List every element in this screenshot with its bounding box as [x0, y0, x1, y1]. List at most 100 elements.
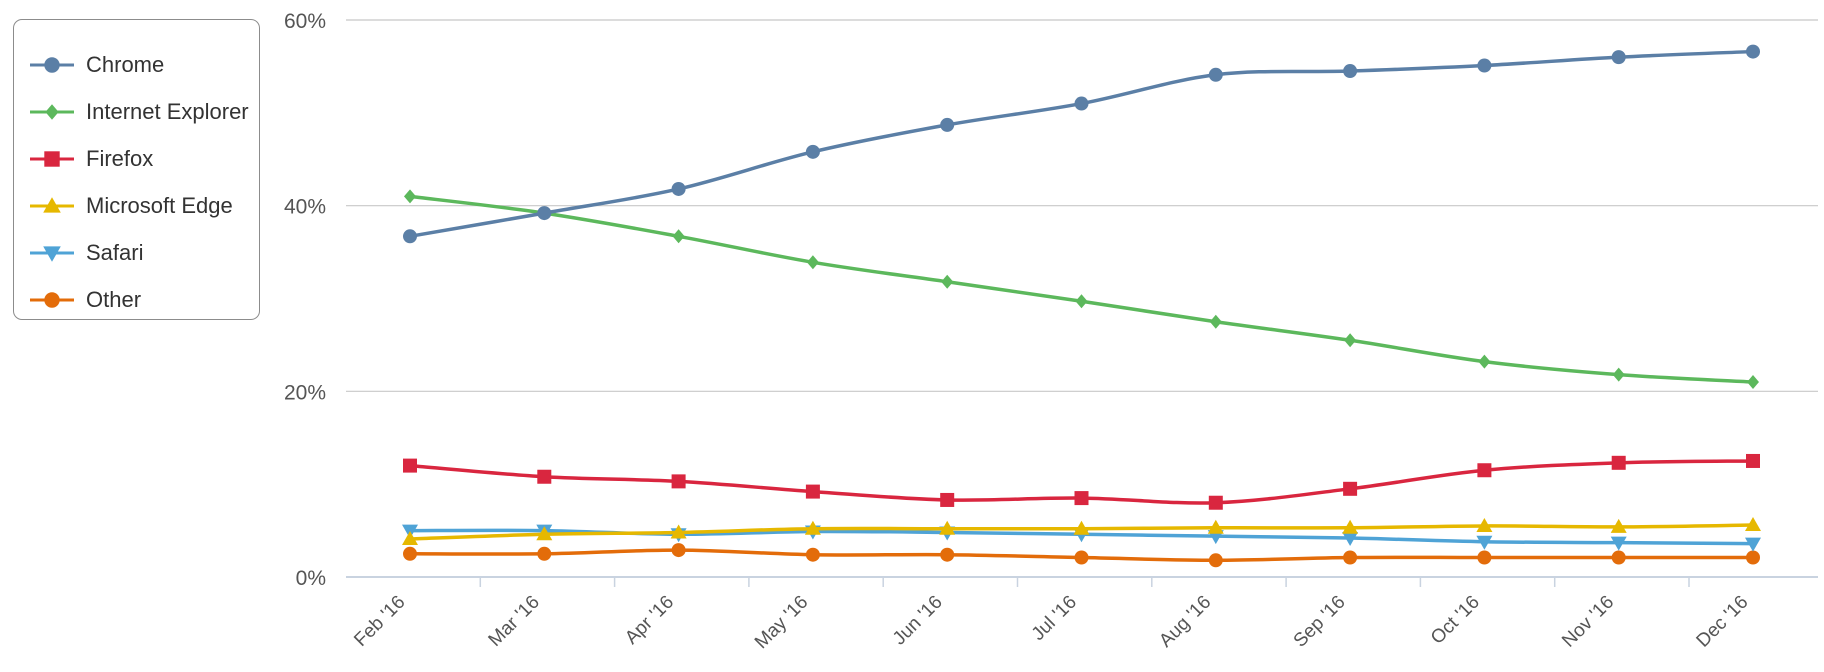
legend-item-other[interactable]: Other [14, 285, 141, 315]
legend-marker [45, 104, 59, 120]
firefox-point [940, 492, 955, 507]
firefox-point [1074, 491, 1089, 506]
chrome-point [671, 181, 686, 196]
chrome-point [537, 206, 552, 221]
legend: Chrome Internet Explorer Firefox Microsoft … [13, 19, 260, 320]
legend-item-firefox[interactable]: Firefox [14, 144, 153, 174]
series-other [403, 543, 1760, 568]
chrome-point [805, 144, 820, 159]
legend-item-chrome[interactable]: Chrome [14, 50, 164, 80]
internet-explorer-point [1344, 333, 1357, 348]
series-firefox [403, 453, 1760, 510]
internet-explorer-point [672, 229, 685, 244]
microsoft-edge-point [1610, 518, 1627, 533]
chrome-point [1611, 50, 1626, 65]
firefox-point [671, 474, 686, 489]
microsoft-edge-point [536, 526, 553, 541]
x-axis: Feb '16 Mar '16 Apr '16 May '16 Jun '16 Jul '… [350, 577, 1753, 653]
microsoft-edge-point [670, 524, 687, 539]
firefox-point [805, 484, 820, 499]
internet-explorer-point [404, 189, 416, 204]
firefox-point [1343, 481, 1358, 496]
firefox-point [403, 458, 417, 473]
microsoft-edge-point [939, 520, 956, 535]
chrome-point [1746, 44, 1760, 59]
microsoft-edge-point [1745, 517, 1761, 532]
other-point [1746, 550, 1760, 565]
safari-point [1610, 536, 1627, 551]
microsoft-edge-point [1476, 517, 1493, 532]
x-tick-label: Nov '16 [1558, 592, 1618, 652]
other-point [1477, 550, 1492, 565]
y-tick-label: 60% [284, 10, 326, 33]
internet-explorer-point [1075, 294, 1088, 309]
legend-marker [43, 197, 61, 213]
y-tick-label: 0% [296, 567, 326, 590]
chrome-line [408, 49, 1755, 239]
legend-chrome-marker-icon [30, 57, 74, 73]
x-tick-label: Oct '16 [1427, 592, 1484, 649]
other-point [940, 547, 955, 562]
internet-explorer-point [1747, 375, 1759, 390]
microsoft-edge-point [402, 530, 418, 545]
other-point [1611, 550, 1626, 565]
x-tick-label: May '16 [751, 592, 812, 653]
legend-marker [43, 246, 61, 262]
legend-marker [44, 151, 60, 167]
legend-item-internet-explorer[interactable]: Internet Explorer [14, 97, 249, 127]
x-tick-label: Apr '16 [621, 592, 678, 649]
firefox-point [1477, 463, 1492, 478]
other-point [671, 543, 686, 558]
legend-label: Safari [86, 240, 144, 265]
legend-other-marker-icon [30, 292, 74, 308]
other-point [1343, 550, 1358, 565]
x-tick-label: Jun '16 [889, 592, 947, 650]
internet-explorer-point [1612, 367, 1625, 382]
legend-label: Internet Explorer [86, 99, 249, 124]
series-lines [402, 44, 1761, 568]
firefox-point [1611, 455, 1626, 470]
safari-point [1342, 532, 1359, 547]
microsoft-edge-point [1073, 520, 1090, 535]
other-point [403, 546, 417, 561]
legend-label: Other [86, 287, 142, 312]
chrome-point [1208, 67, 1223, 82]
legend-microsoft-edge-marker-icon [30, 197, 74, 213]
safari-point [1745, 537, 1761, 552]
legend-marker [44, 57, 60, 73]
y-axis: 0% 20% 40% 60% [284, 10, 326, 590]
legend-internet-explorer-marker-icon [30, 104, 74, 120]
internet-explorer-point [1478, 354, 1491, 369]
series-microsoft-edge [402, 517, 1761, 545]
safari-point [1476, 535, 1493, 550]
internet-explorer-point [1209, 314, 1222, 329]
chrome-point [940, 117, 955, 132]
legend-label: Microsoft Edge [86, 193, 233, 218]
microsoft-edge-point [1342, 519, 1359, 534]
x-tick-label: Jul '16 [1028, 592, 1081, 645]
internet-explorer-point [806, 255, 819, 270]
y-tick-label: 40% [284, 196, 326, 219]
internet-explorer-line [408, 194, 1755, 384]
chrome-point [1074, 96, 1089, 111]
other-point [1208, 553, 1223, 568]
legend-item-safari[interactable]: Safari [14, 238, 143, 268]
y-tick-label: 20% [284, 381, 326, 404]
chrome-point [1477, 58, 1492, 73]
x-tick-label: Mar '16 [485, 592, 544, 651]
microsoft-edge-point [804, 520, 821, 535]
legend-item-microsoft-edge[interactable]: Microsoft Edge [14, 191, 233, 221]
legend-label: Chrome [86, 52, 165, 77]
chrome-point [403, 229, 417, 244]
other-point [1074, 550, 1089, 565]
firefox-point [537, 469, 552, 484]
microsoft-edge-point [1207, 519, 1224, 534]
firefox-point [1208, 495, 1223, 510]
legend-safari-marker-icon [30, 246, 74, 262]
x-tick-label: Aug '16 [1155, 592, 1215, 652]
firefox-point [1746, 453, 1760, 468]
series-chrome [403, 44, 1760, 244]
series-internet-explorer [404, 189, 1759, 390]
other-point [805, 547, 820, 562]
